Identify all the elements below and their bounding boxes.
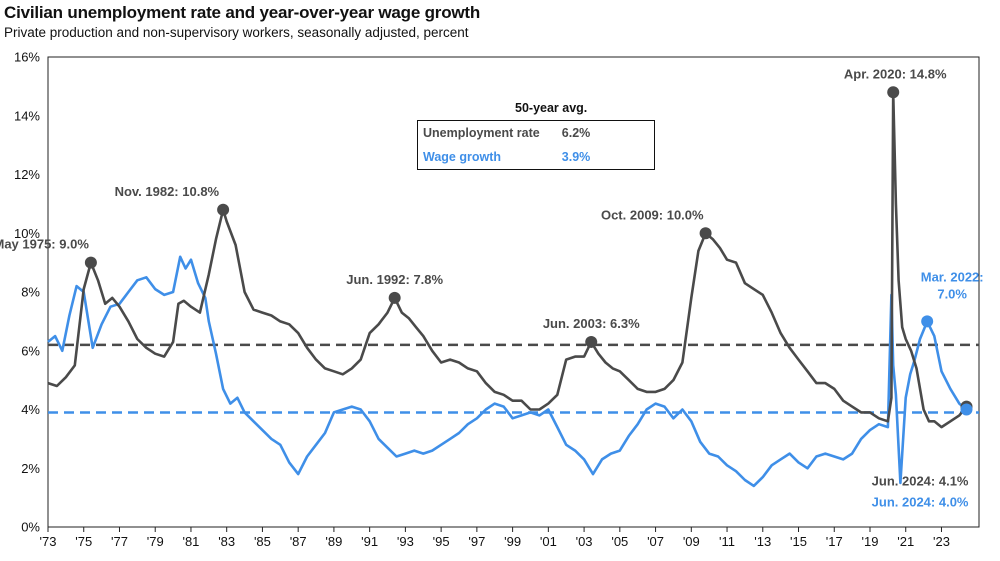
x-tick-label: '91 — [361, 534, 378, 549]
annotation-marker — [217, 203, 230, 216]
legend-table: 50-year avg. Unemployment rate 6.2% Wage… — [417, 96, 655, 170]
annotation-label: Jun. 2024: 4.1% — [872, 474, 969, 489]
unemployment-series-line — [47, 91, 968, 429]
y-tick-label: 6% — [21, 343, 40, 358]
x-tick-label: '85 — [254, 534, 271, 549]
annotation-label: Jun. 1992: 7.8% — [346, 272, 443, 287]
x-tick-label: '01 — [540, 534, 557, 549]
annotation-marker — [585, 335, 598, 348]
x-tick-label: '73 — [40, 534, 57, 549]
annotation-marker — [84, 256, 97, 269]
x-tick-label: '05 — [611, 534, 628, 549]
y-tick-label: 12% — [14, 167, 40, 182]
annotation-marker — [921, 315, 934, 328]
x-tick-label: '87 — [290, 534, 307, 549]
x-tick-label: '15 — [790, 534, 807, 549]
x-tick-label: '93 — [397, 534, 414, 549]
annotation-label: Jun. 2003: 6.3% — [543, 316, 640, 331]
x-tick-label: '81 — [182, 534, 199, 549]
x-tick-label: '03 — [576, 534, 593, 549]
x-tick-label: '79 — [147, 534, 164, 549]
annotation-label: Mar. 2022: 7.0% — [921, 269, 984, 301]
chart-subtitle: Private production and non-supervisory w… — [4, 25, 469, 40]
x-tick-label: '19 — [862, 534, 879, 549]
legend-body: Unemployment rate 6.2% Wage growth 3.9% — [417, 121, 655, 170]
x-tick-label: '77 — [111, 534, 128, 549]
annotation-marker — [699, 227, 712, 240]
y-tick-label: 8% — [21, 285, 40, 300]
annotation-marker — [960, 403, 973, 416]
x-tick-label: '09 — [683, 534, 700, 549]
x-tick-label: '83 — [218, 534, 235, 549]
x-tick-label: '99 — [504, 534, 521, 549]
legend-label-unemployment: Unemployment rate — [423, 126, 540, 140]
x-tick-label: '21 — [897, 534, 914, 549]
y-tick-label: 16% — [14, 50, 40, 65]
y-tick-label: 14% — [14, 108, 40, 123]
annotation-label: Jun. 2024: 4.0% — [872, 495, 969, 510]
legend-header: 50-year avg. — [515, 101, 588, 115]
x-tick-label: '13 — [754, 534, 771, 549]
legend-row-unemployment: Unemployment rate 6.2% — [418, 121, 654, 145]
legend-value-unemployment: 6.2% — [561, 126, 591, 140]
annotation-marker — [887, 86, 900, 99]
annotation-label: Oct. 2009: 10.0% — [601, 207, 704, 222]
legend-value-wage: 3.9% — [561, 150, 591, 164]
annotation-label: May 1975: 9.0% — [0, 237, 89, 252]
x-tick-label: '89 — [325, 534, 342, 549]
y-tick-label: 4% — [21, 402, 40, 417]
annotation-label: Apr. 2020: 14.8% — [844, 66, 947, 81]
y-tick-label: 2% — [21, 461, 40, 476]
y-tick-label: 10% — [14, 226, 40, 241]
annotation-marker — [388, 291, 401, 304]
legend-label-wage: Wage growth — [423, 150, 502, 164]
annotation-label: Nov. 1982: 10.8% — [115, 184, 220, 199]
x-tick-label: '17 — [826, 534, 843, 549]
wage-series-line — [47, 255, 968, 488]
legend-header-row: 50-year avg. — [417, 96, 655, 121]
chart-title: Civilian unemployment rate and year-over… — [4, 3, 481, 22]
x-tick-label: '95 — [433, 534, 450, 549]
x-tick-label: '75 — [75, 534, 92, 549]
x-tick-label: '07 — [647, 534, 664, 549]
x-tick-label: '23 — [933, 534, 950, 549]
legend-row-wage: Wage growth 3.9% — [418, 145, 654, 169]
y-tick-label: 0% — [21, 520, 40, 535]
x-tick-label: '11 — [719, 534, 735, 549]
plot-frame — [47, 56, 980, 528]
x-tick-label: '97 — [468, 534, 485, 549]
